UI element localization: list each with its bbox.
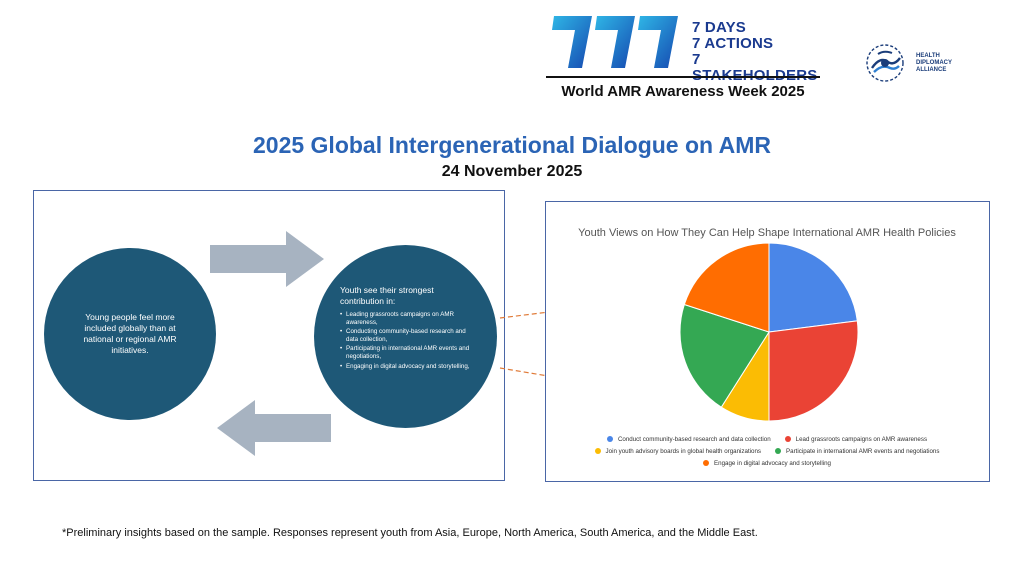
legend-item: Lead grassroots campaigns on AMR awarene… — [784, 433, 928, 445]
legend-swatch — [775, 448, 782, 454]
pie-slice-0 — [768, 242, 858, 333]
brand-line-days: 7 DAYS — [692, 19, 747, 36]
legend-swatch — [594, 448, 601, 454]
contribution-item: Participating in international AMR event… — [340, 345, 475, 360]
legend-label: Lead grassroots campaigns on AMR awarene… — [795, 435, 928, 443]
arrow-right-icon — [210, 231, 324, 287]
contribution-item: Leading grassroots campaigns on AMR awar… — [340, 311, 475, 326]
legend-label: Participate in international AMR events … — [786, 447, 940, 455]
contribution-circle: Youth see their strongest contribution i… — [314, 245, 497, 428]
footnote: *Preliminary insights based on the sampl… — [62, 527, 758, 539]
pie-chart-panel: Youth Views on How They Can Help Shape I… — [545, 201, 990, 482]
brand-divider — [546, 76, 820, 78]
pie-slice-3 — [679, 303, 770, 408]
legend-item: Participate in international AMR events … — [775, 445, 939, 457]
brand-week-title: World AMR Awareness Week 2025 — [561, 83, 805, 100]
hda-line-health: HEALTH — [916, 53, 940, 59]
pie-slice-1 — [768, 320, 859, 422]
chart-legend: Conduct community-based research and dat… — [546, 433, 988, 469]
legend-row: Join youth advisory boards in global hea… — [546, 445, 988, 457]
hda-line-alliance: ALLIANCE — [916, 67, 947, 73]
contribution-list: Leading grassroots campaigns on AMR awar… — [340, 311, 475, 370]
legend-row: Engage in digital advocacy and storytell… — [546, 457, 988, 469]
contribution-item: Conducting community-based research and … — [340, 328, 475, 343]
contribution-heading: Youth see their strongest contribution i… — [340, 285, 434, 306]
777-logo-icon — [548, 16, 678, 68]
globe-hands-icon — [866, 44, 904, 82]
legend-label: Engage in digital advocacy and storytell… — [714, 459, 831, 467]
brand-line-stakeholders: 7 STAKEHOLDERS — [692, 51, 817, 84]
contribution-item: Engaging in digital advocacy and storyte… — [340, 363, 475, 371]
legend-swatch — [606, 436, 613, 442]
legend-label: Conduct community-based research and dat… — [617, 435, 771, 443]
insight-panel: Young people feel more included globally… — [33, 190, 505, 481]
legend-item: Conduct community-based research and dat… — [606, 433, 771, 445]
hda-line-diplomacy: DIPLOMACY — [916, 60, 952, 66]
legend-swatch — [703, 460, 710, 466]
health-diplomacy-alliance-logo: HEALTH DIPLOMACY ALLIANCE — [862, 40, 982, 86]
brand-tagline: 7 DAYS 7 ACTIONS 7 STAKEHOLDERS — [692, 20, 822, 84]
awareness-week-logo: 7 DAYS 7 ACTIONS 7 STAKEHOLDERS World AM… — [546, 14, 822, 106]
inclusion-circle: Young people feel more included globally… — [44, 248, 216, 420]
legend-swatch — [784, 436, 791, 442]
inclusion-circle-text: Young people feel more included globally… — [83, 312, 177, 355]
page-title: 2025 Global Intergenerational Dialogue o… — [252, 132, 772, 158]
chart-title: Youth Views on How They Can Help Shape I… — [578, 227, 956, 239]
pie-chart — [679, 242, 859, 422]
event-date: 24 November 2025 — [441, 163, 583, 180]
arrow-left-icon — [217, 400, 331, 456]
legend-item: Join youth advisory boards in global hea… — [594, 445, 762, 457]
legend-label: Join youth advisory boards in global hea… — [605, 447, 762, 455]
pie-slice-4 — [683, 242, 770, 333]
legend-row: Conduct community-based research and dat… — [546, 433, 988, 445]
brand-line-actions: 7 ACTIONS — [692, 35, 774, 52]
legend-item: Engage in digital advocacy and storytell… — [703, 457, 831, 469]
